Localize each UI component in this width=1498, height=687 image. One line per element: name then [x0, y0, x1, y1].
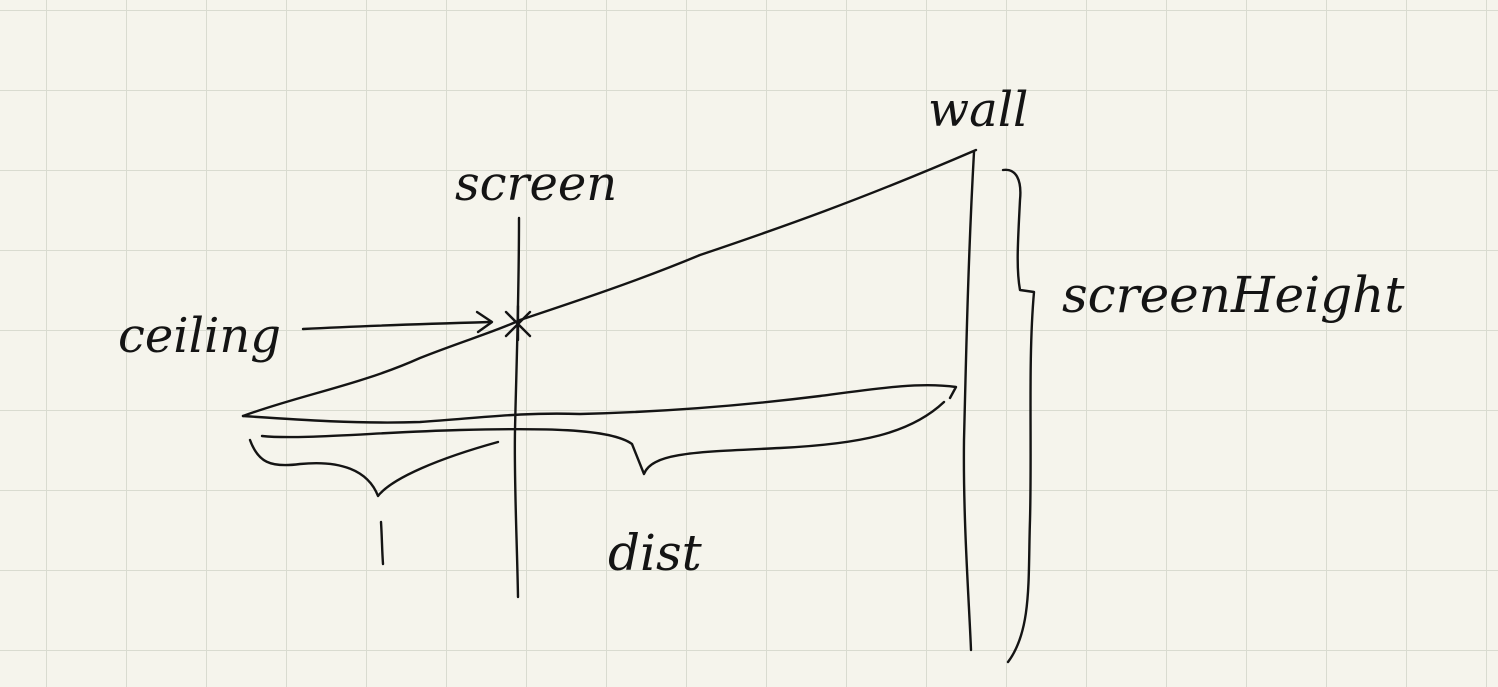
ceiling-ray	[241, 148, 978, 418]
dist-label: dist	[608, 524, 702, 582]
wall-label: wall	[928, 82, 1029, 138]
wall-line	[962, 150, 976, 652]
sight-line	[241, 383, 958, 424]
ceiling-label: ceiling	[118, 308, 281, 364]
unit-distance-label: 1	[370, 518, 399, 564]
screen-label: screen	[455, 156, 618, 212]
brace-screenheight	[1001, 168, 1036, 664]
ceiling-arrow-head	[475, 310, 494, 334]
screen-height-label: screenHeight	[1062, 266, 1405, 324]
ceiling-arrow	[301, 320, 492, 331]
intersection-mark	[504, 304, 532, 342]
brace-one	[248, 438, 500, 498]
brace-dist	[260, 400, 946, 476]
numeral-one-stroke	[379, 520, 385, 566]
screen-line	[513, 216, 521, 599]
